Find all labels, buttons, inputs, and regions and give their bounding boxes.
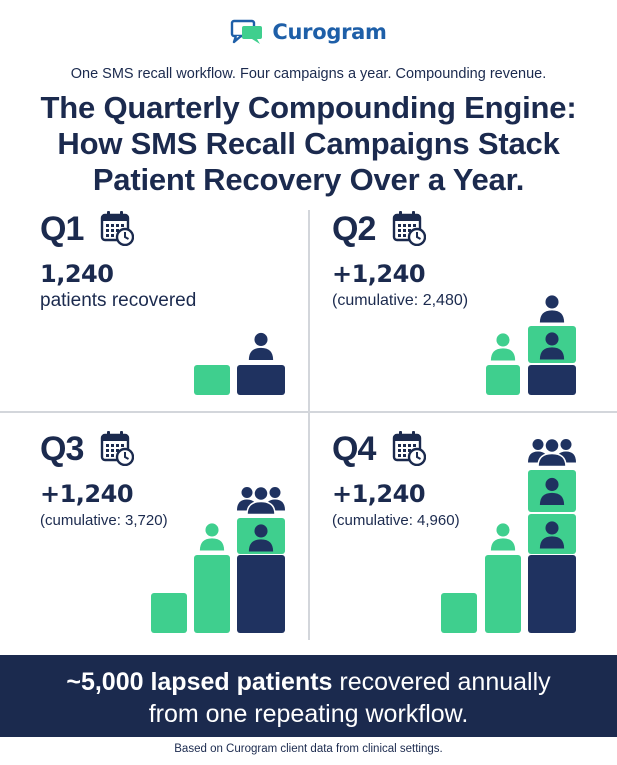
person-icon	[198, 520, 226, 553]
title-line-2: How SMS Recall Campaigns Stack	[57, 126, 560, 161]
bar-q3-medium	[194, 555, 230, 633]
bar-q3-navy	[237, 555, 285, 633]
recovered-value: 1,240	[40, 260, 114, 288]
person-icon	[489, 520, 517, 553]
bar-q4-navy	[528, 555, 576, 633]
bar-q4-small	[441, 593, 477, 633]
brand-logo: Curogram	[0, 18, 617, 46]
page-title: The Quarterly Compounding Engine: How SM…	[0, 90, 617, 198]
calendar-clock-icon	[392, 210, 426, 246]
bar-q1-green	[194, 365, 230, 395]
person-icon	[538, 329, 566, 362]
cumulative-caption: (cumulative: 3,720)	[40, 512, 168, 529]
recovered-value: +1,240	[332, 260, 426, 288]
person-icon	[538, 518, 566, 551]
banner-line-1: ~5,000 lapsed patients recovered annuall…	[0, 666, 617, 698]
cumulative-caption: (cumulative: 2,480)	[332, 292, 469, 309]
quarter-label: Q3	[40, 430, 84, 468]
title-line-3: Patient Recovery Over a Year.	[92, 162, 525, 197]
quarter-label: Q4	[332, 430, 376, 468]
brand-name: Curogram	[272, 20, 387, 44]
calendar-clock-icon	[392, 430, 426, 466]
calendar-clock-icon	[100, 430, 134, 466]
chat-bubbles-icon	[231, 19, 263, 44]
bar-q2-navy	[528, 365, 576, 395]
quarter-q2: Q2 +1,240 (cumulative: 2,480)	[332, 210, 617, 410]
banner-text: recovered annually	[332, 668, 551, 696]
person-icon	[247, 329, 275, 363]
quarter-q4: Q4 +1,240 (cumulative: 4,960)	[332, 430, 617, 630]
bar-q1-navy	[237, 365, 285, 395]
quarter-label: Q2	[332, 210, 376, 248]
people-group-icon	[236, 484, 286, 515]
quarter-q1: Q1 1,240 patients recovered	[40, 210, 330, 410]
recovered-caption: patients recovered	[40, 290, 197, 311]
quarter-label: Q1	[40, 210, 84, 248]
bar-q3-small	[151, 593, 187, 633]
tagline: One SMS recall workflow. Four campaigns …	[70, 66, 547, 82]
vertical-divider	[308, 210, 310, 640]
person-icon	[247, 521, 275, 554]
bar-q4-medium	[485, 555, 521, 633]
calendar-clock-icon	[100, 210, 134, 246]
summary-banner: ~5,000 lapsed patients recovered annuall…	[0, 655, 617, 737]
recovered-value: +1,240	[40, 480, 134, 508]
banner-line-2: from one repeating workflow.	[148, 700, 469, 728]
person-icon	[538, 474, 566, 508]
footnote: Based on Curogram client data from clini…	[174, 743, 443, 755]
horizontal-divider	[0, 411, 617, 413]
banner-bold-text: ~5,000 lapsed patients	[66, 668, 333, 696]
cumulative-caption: (cumulative: 4,960)	[332, 512, 460, 529]
bar-q2-green	[486, 365, 520, 395]
person-icon	[538, 292, 566, 325]
title-line-1: The Quarterly Compounding Engine:	[40, 90, 577, 125]
quarter-q3: Q3 +1,240 (cumulative: 3,720)	[40, 430, 330, 630]
recovered-value: +1,240	[332, 480, 426, 508]
person-icon	[489, 330, 517, 363]
people-group-icon	[527, 436, 577, 467]
